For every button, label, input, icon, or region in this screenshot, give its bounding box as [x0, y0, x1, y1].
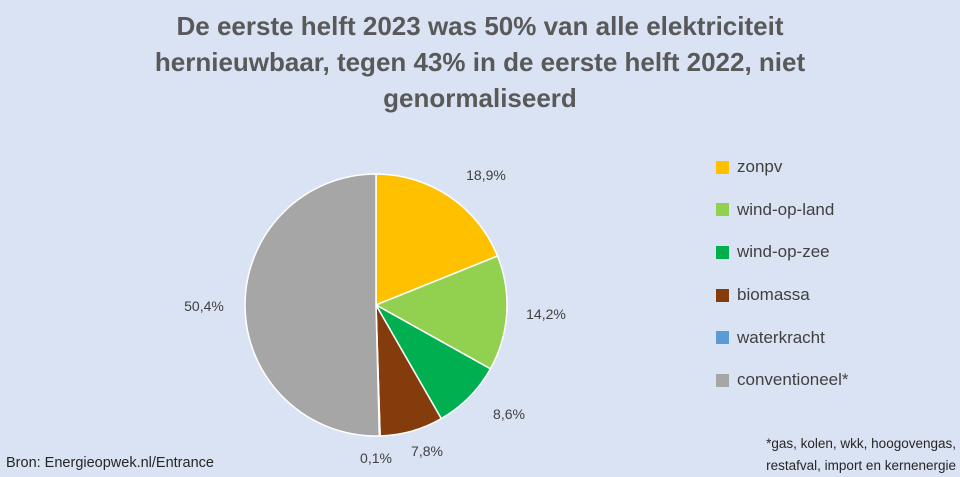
data-label-wind-op-land: 14,2%	[526, 306, 566, 322]
legend-swatch-conventioneel	[716, 373, 729, 387]
legend-swatch-waterkracht	[716, 331, 729, 345]
legend-item-biomassa: biomassa	[716, 274, 849, 317]
data-label-zonpv: 18,9%	[466, 167, 506, 183]
footnote-line-2: restafval, import en kernenergie	[766, 458, 956, 473]
legend-swatch-zonpv	[716, 160, 729, 174]
legend-label-conventioneel: conventioneel*	[737, 370, 849, 390]
footnote: *gas, kolen, wkk, hoogovengas, restafval…	[766, 433, 956, 477]
pie-slice-zonpv	[375, 173, 499, 307]
legend-item-wind-op-land: wind-op-land	[716, 189, 849, 232]
title-line-1: De eerste helft 2023 was 50% van alle el…	[176, 11, 784, 41]
legend-label-zonpv: zonpv	[737, 157, 783, 177]
legend-item-conventioneel: conventioneel*	[716, 359, 849, 402]
legend-label-wind-op-land: wind-op-land	[737, 199, 835, 219]
legend-label-biomassa: biomassa	[737, 285, 810, 305]
legend-swatch-biomassa	[716, 288, 729, 302]
source-note: Bron: Energieopwek.nl/Entrance	[6, 455, 214, 471]
title-line-3: genormaliseerd	[383, 83, 577, 113]
legend-item-waterkracht: waterkracht	[716, 316, 849, 359]
data-label-wind-op-zee: 8,6%	[493, 406, 525, 422]
legend-label-waterkracht: waterkracht	[737, 327, 825, 347]
legend-swatch-wind-op-land	[716, 203, 729, 217]
legend-label-wind-op-zee: wind-op-zee	[737, 242, 830, 262]
pie-slice-conventioneel	[244, 173, 381, 437]
chart-title: De eerste helft 2023 was 50% van alle el…	[0, 8, 960, 116]
data-label-conventioneel: 50,4%	[184, 298, 224, 314]
data-label-biomassa: 7,8%	[411, 443, 443, 459]
pie-slice-wind-op-land	[374, 255, 508, 370]
data-label-waterkracht: 0,1%	[360, 450, 392, 466]
legend-item-zonpv: zonpv	[716, 146, 849, 189]
legend-item-wind-op-zee: wind-op-zee	[716, 231, 849, 274]
legend: zonpv wind-op-land wind-op-zee biomassa …	[716, 146, 849, 402]
title-line-2: hernieuwbaar, tegen 43% in de eerste hel…	[154, 47, 806, 77]
footnote-line-1: *gas, kolen, wkk, hoogovengas,	[766, 436, 956, 451]
legend-swatch-wind-op-zee	[716, 245, 729, 259]
